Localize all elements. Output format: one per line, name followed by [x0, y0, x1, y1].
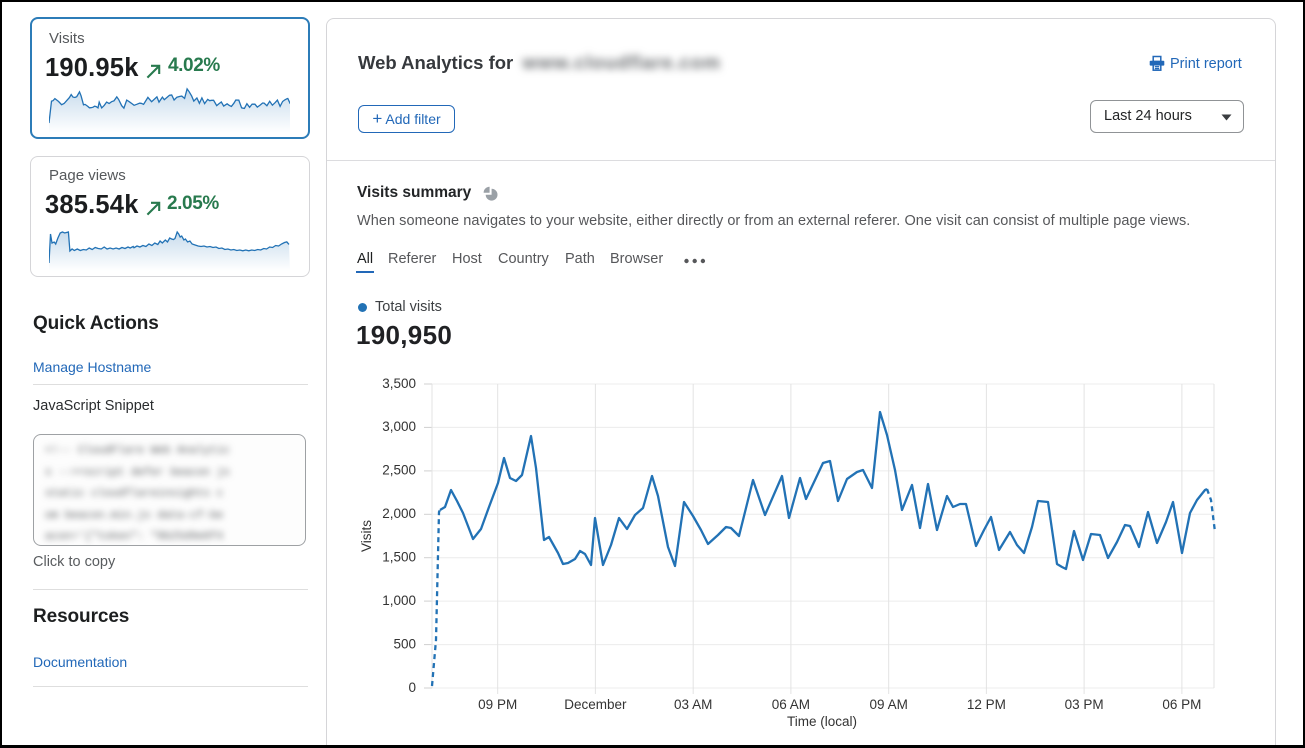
svg-text:Time (local): Time (local): [787, 714, 857, 729]
svg-text:1,500: 1,500: [382, 550, 416, 565]
svg-text:Visits: Visits: [359, 520, 374, 552]
svg-text:1,000: 1,000: [382, 593, 416, 608]
svg-text:03 PM: 03 PM: [1065, 697, 1104, 712]
svg-text:0: 0: [408, 680, 416, 695]
svg-text:3,000: 3,000: [382, 419, 416, 434]
svg-text:December: December: [564, 697, 627, 712]
svg-text:500: 500: [393, 636, 416, 651]
svg-text:3,500: 3,500: [382, 376, 416, 391]
svg-text:06 AM: 06 AM: [772, 697, 810, 712]
svg-text:03 AM: 03 AM: [674, 697, 712, 712]
svg-text:09 PM: 09 PM: [478, 697, 517, 712]
svg-text:2,500: 2,500: [382, 463, 416, 478]
svg-text:12 PM: 12 PM: [967, 697, 1006, 712]
svg-text:09 AM: 09 AM: [870, 697, 908, 712]
svg-text:2,000: 2,000: [382, 506, 416, 521]
svg-text:06 PM: 06 PM: [1162, 697, 1201, 712]
